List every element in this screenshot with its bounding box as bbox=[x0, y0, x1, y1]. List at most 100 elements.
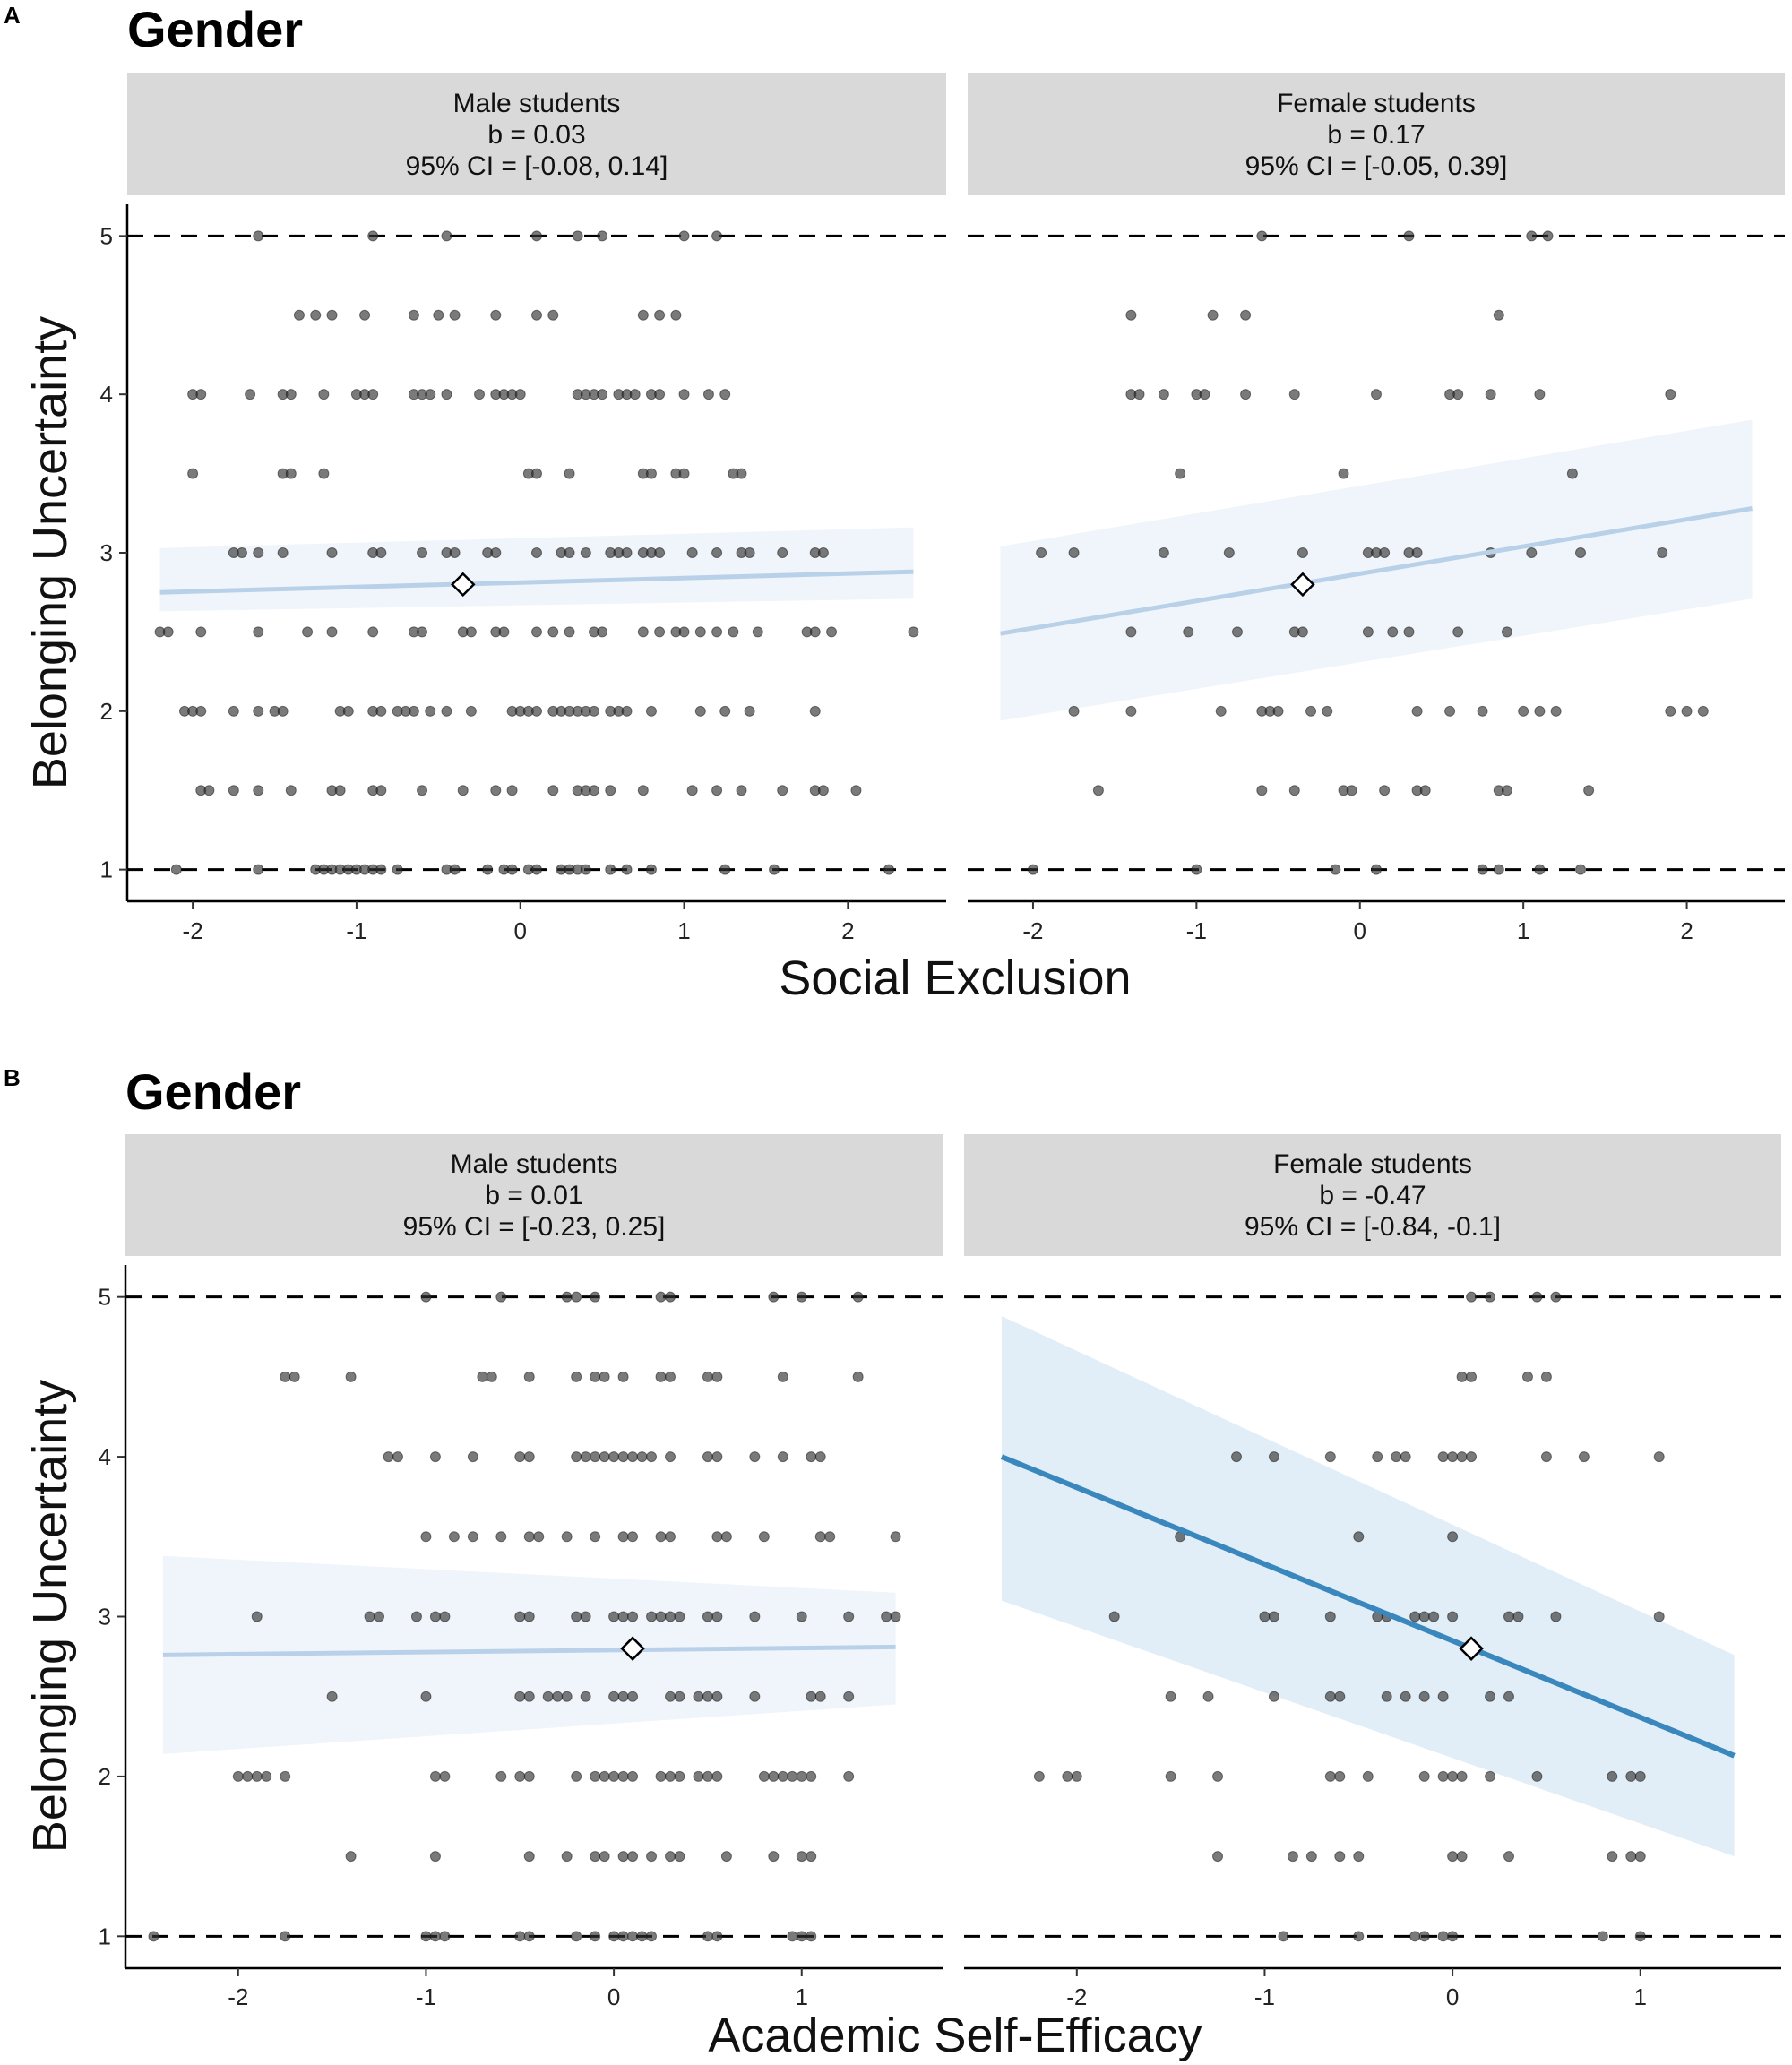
data-point bbox=[441, 389, 452, 400]
data-point bbox=[814, 1531, 826, 1543]
data-point bbox=[531, 230, 542, 242]
data-point bbox=[719, 864, 731, 875]
data-point bbox=[410, 1611, 422, 1622]
data-point bbox=[474, 389, 486, 400]
data-point bbox=[1362, 1770, 1374, 1782]
x-tick-label: 1 bbox=[1517, 917, 1529, 944]
data-point bbox=[702, 1931, 713, 1942]
data-point bbox=[1477, 705, 1488, 717]
data-point bbox=[605, 785, 616, 796]
x-tick-label: 2 bbox=[1680, 917, 1693, 944]
data-point bbox=[883, 864, 895, 875]
x-axis-title: Social Exclusion bbox=[779, 951, 1131, 1005]
data-point bbox=[1526, 230, 1538, 242]
data-point bbox=[777, 1451, 788, 1463]
data-point bbox=[203, 785, 215, 796]
data-point bbox=[621, 547, 633, 558]
data-point bbox=[1485, 1291, 1496, 1303]
strip-label: Male students bbox=[451, 1149, 618, 1179]
data-point bbox=[806, 1931, 817, 1942]
data-point bbox=[580, 1451, 591, 1463]
data-point bbox=[477, 1371, 488, 1382]
data-point bbox=[439, 1611, 451, 1622]
data-point bbox=[736, 785, 747, 796]
data-point bbox=[655, 1770, 667, 1782]
data-point bbox=[523, 1451, 535, 1463]
data-point bbox=[261, 1770, 272, 1782]
data-point bbox=[561, 1291, 573, 1303]
data-point bbox=[514, 1931, 526, 1942]
y-tick-label: 1 bbox=[99, 1923, 111, 1949]
data-point bbox=[1027, 864, 1038, 875]
data-point bbox=[1411, 547, 1423, 558]
data-point bbox=[702, 1451, 713, 1463]
data-point bbox=[1597, 1931, 1608, 1942]
data-point bbox=[547, 309, 559, 321]
data-point bbox=[1418, 1611, 1430, 1622]
data-point bbox=[228, 785, 239, 796]
data-point bbox=[1125, 309, 1137, 321]
facet-strip bbox=[964, 1134, 1781, 1256]
data-point bbox=[318, 389, 330, 400]
data-point bbox=[420, 1691, 432, 1702]
data-point bbox=[1175, 468, 1186, 479]
data-point bbox=[1324, 1611, 1336, 1622]
data-point bbox=[1288, 389, 1300, 400]
data-point bbox=[1409, 1931, 1421, 1942]
strip-label: 95% CI = [-0.08, 0.14] bbox=[406, 151, 668, 181]
data-point bbox=[1403, 230, 1415, 242]
data-point bbox=[768, 1851, 780, 1863]
data-point bbox=[1634, 1851, 1646, 1863]
strip-label: Male students bbox=[453, 89, 621, 118]
data-point bbox=[523, 1851, 535, 1863]
data-point bbox=[665, 1291, 676, 1303]
data-point bbox=[448, 1531, 460, 1543]
data-point bbox=[787, 1931, 798, 1942]
data-point bbox=[711, 1611, 723, 1622]
data-point bbox=[1202, 1691, 1214, 1702]
data-point bbox=[441, 705, 452, 717]
data-point bbox=[1607, 1851, 1618, 1863]
data-point bbox=[236, 547, 247, 558]
data-point bbox=[796, 1931, 807, 1942]
data-point bbox=[277, 705, 289, 717]
data-point bbox=[608, 1691, 620, 1702]
data-point bbox=[646, 1451, 658, 1463]
data-point bbox=[195, 626, 207, 638]
y-axis-title: Belonging Uncertainty bbox=[23, 1380, 77, 1853]
panel-letter: B bbox=[4, 1064, 21, 1091]
x-tick-label: 0 bbox=[1354, 917, 1366, 944]
data-point bbox=[590, 1531, 601, 1543]
data-point bbox=[253, 547, 264, 558]
strip-label: 95% CI = [-0.84, -0.1] bbox=[1245, 1212, 1501, 1242]
data-point bbox=[1400, 1691, 1411, 1702]
data-point bbox=[383, 1451, 394, 1463]
data-point bbox=[590, 1851, 601, 1863]
x-tick-label: 1 bbox=[796, 1983, 808, 2010]
data-point bbox=[1503, 1611, 1514, 1622]
data-point bbox=[826, 626, 838, 638]
data-point bbox=[655, 1371, 667, 1382]
data-point bbox=[645, 468, 657, 479]
data-point bbox=[719, 389, 731, 400]
data-point bbox=[408, 309, 419, 321]
data-point bbox=[1403, 626, 1415, 638]
data-point bbox=[580, 864, 591, 875]
data-point bbox=[1334, 1691, 1346, 1702]
data-point bbox=[1477, 864, 1488, 875]
data-point bbox=[645, 705, 657, 717]
data-point bbox=[318, 468, 330, 479]
data-point bbox=[665, 1691, 676, 1702]
data-point bbox=[1409, 1611, 1421, 1622]
x-axis-title: Academic Self-Efficacy bbox=[708, 2009, 1202, 2062]
regression-line bbox=[162, 1644, 896, 1657]
data-point bbox=[449, 309, 461, 321]
data-point bbox=[654, 309, 666, 321]
data-point bbox=[597, 230, 608, 242]
data-point bbox=[1353, 1851, 1365, 1863]
data-point bbox=[571, 1770, 582, 1782]
data-point bbox=[590, 1931, 601, 1942]
strip-label: b = 0.03 bbox=[487, 120, 585, 150]
